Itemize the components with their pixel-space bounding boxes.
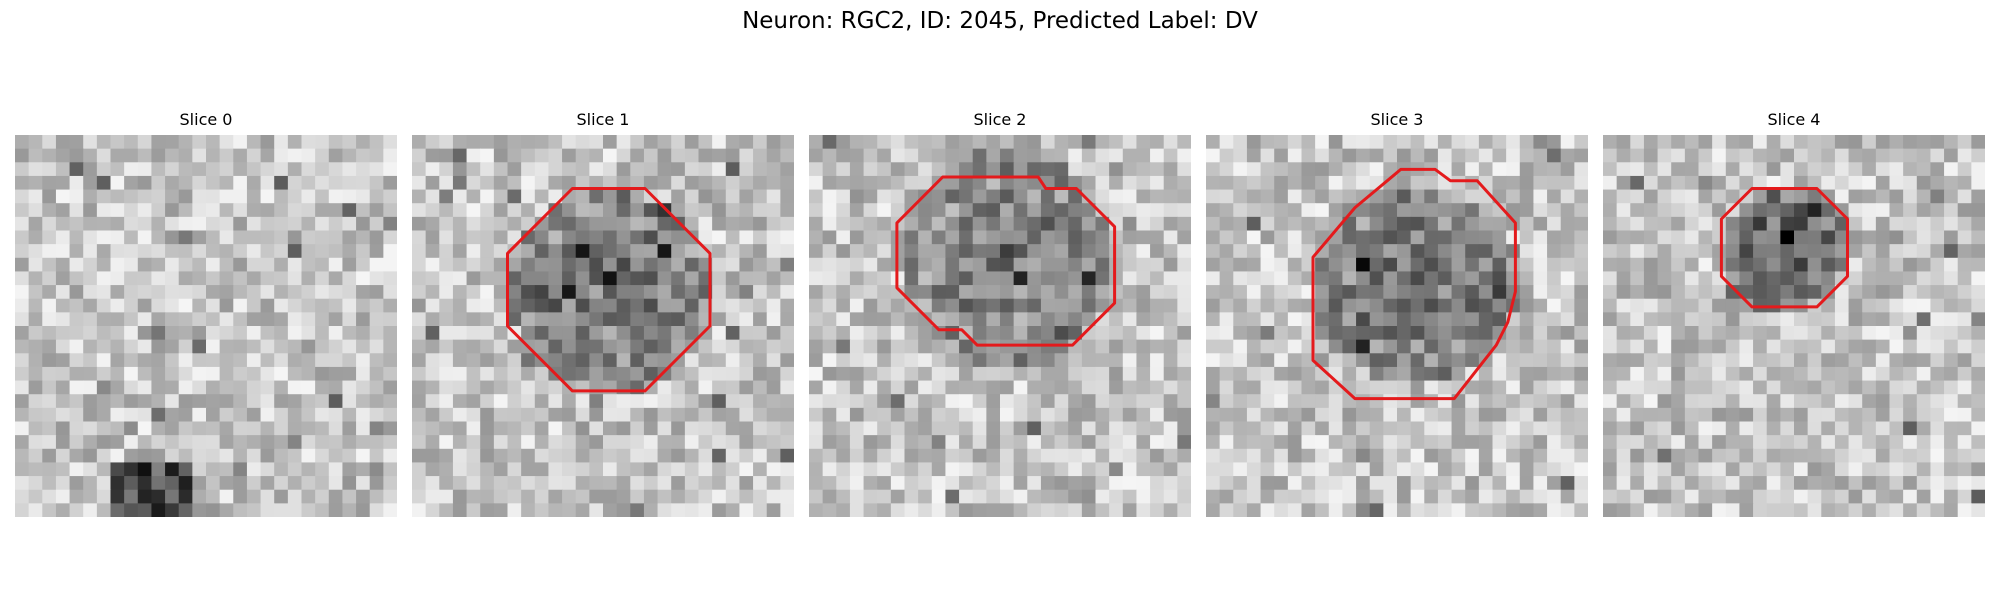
- slice-title: Slice 2: [973, 110, 1027, 129]
- roi-outline: [895, 175, 1117, 347]
- roi-outline: [1719, 187, 1849, 309]
- slice-image: [1206, 135, 1588, 517]
- slice-image: [1603, 135, 1985, 517]
- slice-panel-1: Slice 1: [412, 110, 794, 517]
- slice-image: [412, 135, 794, 517]
- slice-panel-3: Slice 3: [1206, 110, 1588, 517]
- slice-image: [15, 135, 397, 517]
- slice-image: [809, 135, 1191, 517]
- slice-title: Slice 4: [1767, 110, 1821, 129]
- figure-title: Neuron: RGC2, ID: 2045, Predicted Label:…: [742, 8, 1258, 34]
- roi-outline: [1311, 167, 1517, 401]
- slice-panel-2: Slice 2: [809, 110, 1191, 517]
- slice-panel-4: Slice 4: [1603, 110, 1985, 517]
- roi-outline: [506, 187, 712, 393]
- slice-panel-0: Slice 0: [15, 110, 397, 517]
- slice-title: Slice 0: [179, 110, 233, 129]
- slice-title: Slice 3: [1370, 110, 1424, 129]
- slice-title: Slice 1: [576, 110, 630, 129]
